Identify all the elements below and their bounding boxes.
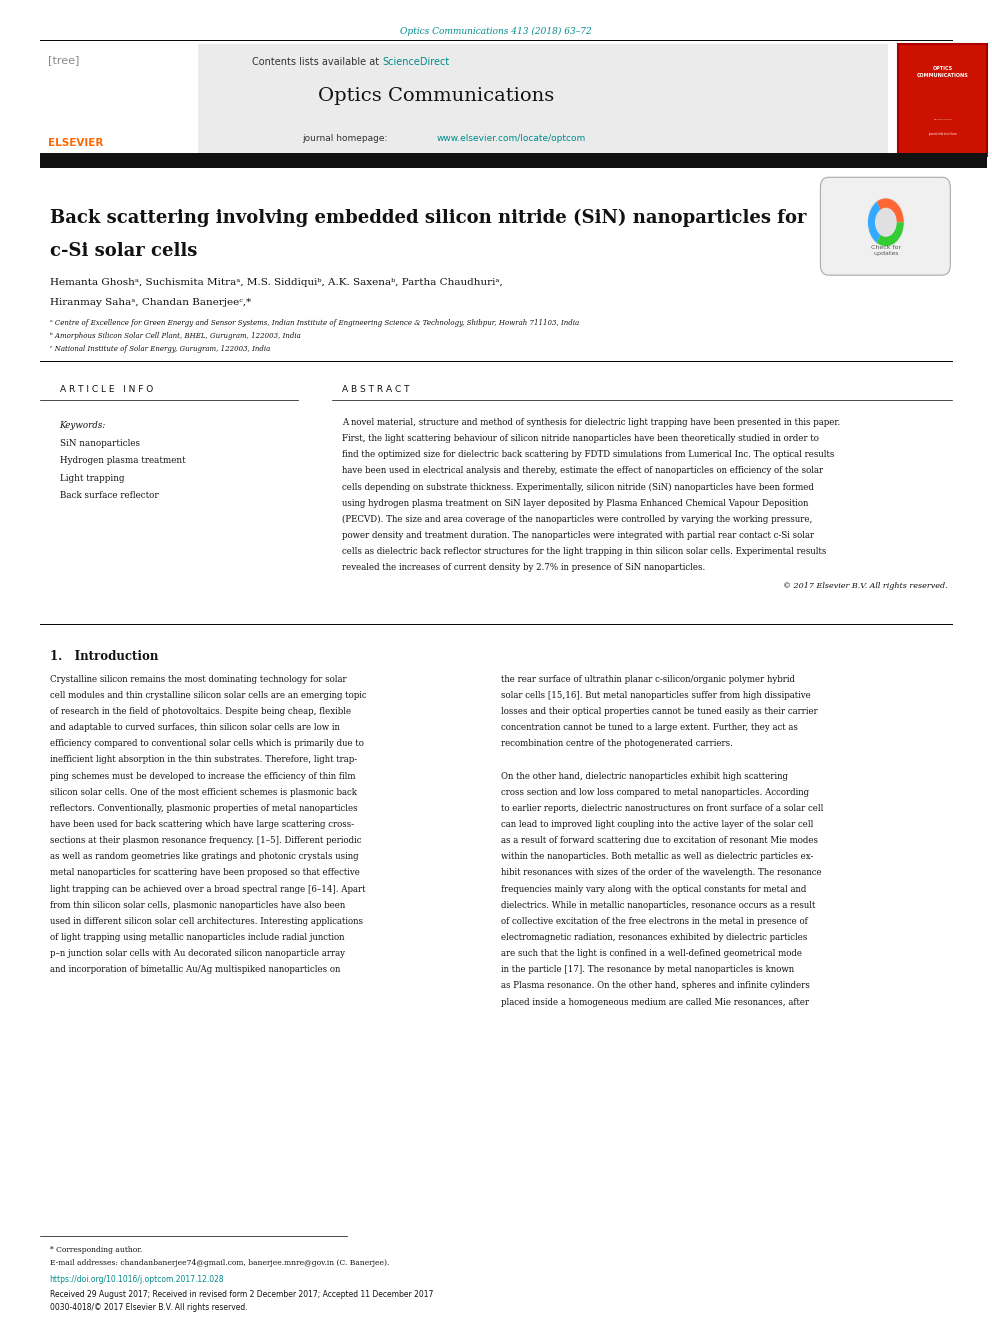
Text: p–n junction solar cells with Au decorated silicon nanoparticle array: p–n junction solar cells with Au decorat…: [50, 949, 344, 958]
Text: First, the light scattering behaviour of silicon nitride nanoparticles have been: First, the light scattering behaviour of…: [342, 434, 819, 443]
Wedge shape: [868, 201, 881, 243]
Text: light trapping can be achieved over a broad spectral range [6–14]. Apart: light trapping can be achieved over a br…: [50, 885, 365, 893]
Text: Hiranmay Sahaᵃ, Chandan Banerjeeᶜ,*: Hiranmay Sahaᵃ, Chandan Banerjeeᶜ,*: [50, 298, 251, 307]
Text: reflectors. Conventionally, plasmonic properties of metal nanoparticles: reflectors. Conventionally, plasmonic pr…: [50, 804, 357, 812]
Text: from thin silicon solar cells, plasmonic nanoparticles have also been: from thin silicon solar cells, plasmonic…: [50, 901, 345, 910]
Text: and incorporation of bimetallic Au/Ag multispiked nanoparticles on: and incorporation of bimetallic Au/Ag mu…: [50, 966, 340, 974]
Text: Hydrogen plasma treatment: Hydrogen plasma treatment: [60, 456, 186, 466]
Text: Check for
updates: Check for updates: [871, 245, 901, 255]
Text: of research in the field of photovoltaics. Despite being cheap, flexible: of research in the field of photovoltaic…: [50, 706, 351, 716]
Text: power density and treatment duration. The nanoparticles were integrated with par: power density and treatment duration. Th…: [342, 531, 814, 540]
Text: ELSEVIER: ELSEVIER: [48, 138, 103, 148]
Text: ScienceDirect: ScienceDirect: [382, 57, 449, 67]
Text: to earlier reports, dielectric nanostructures on front surface of a solar cell: to earlier reports, dielectric nanostruc…: [501, 804, 823, 812]
Bar: [40, 153, 987, 168]
Text: are such that the light is confined in a well-defined geometrical mode: are such that the light is confined in a…: [501, 949, 802, 958]
Text: recombination centre of the photogenerated carriers.: recombination centre of the photogenerat…: [501, 740, 733, 749]
Text: silicon solar cells. One of the most efficient schemes is plasmonic back: silicon solar cells. One of the most eff…: [50, 787, 356, 796]
Text: cells as dielectric back reflector structures for the light trapping in thin sil: cells as dielectric back reflector struc…: [342, 548, 826, 556]
Bar: [40, 44, 888, 156]
Text: ᵃ Centre of Excellence for Green Energy and Sensor Systems, Indian Institute of : ᵃ Centre of Excellence for Green Energy …: [50, 319, 578, 327]
Text: Received 29 August 2017; Received in revised form 2 December 2017; Accepted 11 D: Received 29 August 2017; Received in rev…: [50, 1290, 433, 1299]
Text: electromagnetic radiation, resonances exhibited by dielectric particles: electromagnetic radiation, resonances ex…: [501, 933, 807, 942]
Text: sections at their plasmon resonance frequency. [1–5]. Different periodic: sections at their plasmon resonance freq…: [50, 836, 361, 845]
Bar: [40, 44, 198, 156]
Text: E-mail addresses: chandanbanerjee74@gmail.com, banerjee.mnre@gov.in (C. Banerjee: E-mail addresses: chandanbanerjee74@gmai…: [50, 1259, 389, 1267]
Text: within the nanoparticles. Both metallic as well as dielectric particles ex-: within the nanoparticles. Both metallic …: [501, 852, 813, 861]
Text: have been used for back scattering which have large scattering cross-: have been used for back scattering which…: [50, 820, 354, 830]
Text: concentration cannot be tuned to a large extent. Further, they act as: concentration cannot be tuned to a large…: [501, 724, 798, 732]
Text: hibit resonances with sizes of the order of the wavelength. The resonance: hibit resonances with sizes of the order…: [501, 868, 821, 877]
Text: ping schemes must be developed to increase the efficiency of thin film: ping schemes must be developed to increa…: [50, 771, 355, 781]
Text: ᶜ National Institute of Solar Energy, Gurugram, 122003, India: ᶜ National Institute of Solar Energy, Gu…: [50, 345, 270, 353]
Bar: [898, 44, 987, 156]
Text: (PECVD). The size and area coverage of the nanoparticles were controlled by vary: (PECVD). The size and area coverage of t…: [342, 515, 812, 524]
Text: c-Si solar cells: c-Si solar cells: [50, 242, 197, 261]
Text: Optics Communications: Optics Communications: [318, 87, 555, 106]
Text: A R T I C L E   I N F O: A R T I C L E I N F O: [60, 385, 153, 394]
Text: efficiency compared to conventional solar cells which is primarily due to: efficiency compared to conventional sola…: [50, 740, 363, 749]
Text: placed inside a homogeneous medium are called Mie resonances, after: placed inside a homogeneous medium are c…: [501, 998, 809, 1007]
Wedge shape: [877, 198, 904, 222]
Text: * Corresponding author.: * Corresponding author.: [50, 1246, 142, 1254]
Text: as a result of forward scattering due to excitation of resonant Mie modes: as a result of forward scattering due to…: [501, 836, 818, 845]
Text: as well as random geometries like gratings and photonic crystals using: as well as random geometries like gratin…: [50, 852, 358, 861]
Text: dielectrics. While in metallic nanoparticles, resonance occurs as a result: dielectrics. While in metallic nanoparti…: [501, 901, 815, 910]
Text: losses and their optical properties cannot be tuned easily as their carrier: losses and their optical properties cann…: [501, 706, 817, 716]
Text: of collective excitation of the free electrons in the metal in presence of: of collective excitation of the free ele…: [501, 917, 807, 926]
Text: © 2017 Elsevier B.V. All rights reserved.: © 2017 Elsevier B.V. All rights reserved…: [783, 582, 947, 590]
Text: metal nanoparticles for scattering have been proposed so that effective: metal nanoparticles for scattering have …: [50, 868, 359, 877]
Text: Keywords:: Keywords:: [60, 421, 106, 430]
Text: [tree]: [tree]: [48, 56, 79, 66]
Text: can lead to improved light coupling into the active layer of the solar cell: can lead to improved light coupling into…: [501, 820, 813, 830]
Text: inefficient light absorption in the thin substrates. Therefore, light trap-: inefficient light absorption in the thin…: [50, 755, 357, 765]
Text: A novel material, structure and method of synthesis for dielectric light trappin: A novel material, structure and method o…: [342, 418, 840, 427]
Text: the rear surface of ultrathin planar c-silicon/organic polymer hybrid: the rear surface of ultrathin planar c-s…: [501, 675, 795, 684]
Text: www.elsevier.com/locate/optcom: www.elsevier.com/locate/optcom: [436, 134, 585, 143]
Circle shape: [868, 198, 904, 246]
Text: Optics Communications 413 (2018) 63–72: Optics Communications 413 (2018) 63–72: [400, 26, 592, 36]
Text: frequencies mainly vary along with the optical constants for metal and: frequencies mainly vary along with the o…: [501, 885, 806, 893]
Text: ___________: ___________: [932, 116, 952, 120]
FancyBboxPatch shape: [820, 177, 950, 275]
Text: have been used in electrical analysis and thereby, estimate the effect of nanopa: have been used in electrical analysis an…: [342, 467, 823, 475]
Text: Light trapping: Light trapping: [60, 474, 124, 483]
Text: cells depending on substrate thickness. Experimentally, silicon nitride (SiN) na: cells depending on substrate thickness. …: [342, 483, 814, 492]
Wedge shape: [877, 222, 904, 246]
Text: 0030-4018/© 2017 Elsevier B.V. All rights reserved.: 0030-4018/© 2017 Elsevier B.V. All right…: [50, 1303, 247, 1312]
Text: On the other hand, dielectric nanoparticles exhibit high scattering: On the other hand, dielectric nanopartic…: [501, 771, 788, 781]
Text: A B S T R A C T: A B S T R A C T: [342, 385, 410, 394]
Text: used in different silicon solar cell architectures. Interesting applications: used in different silicon solar cell arc…: [50, 917, 363, 926]
Text: find the optimized size for dielectric back scattering by FDTD simulations from : find the optimized size for dielectric b…: [342, 450, 834, 459]
Text: ᵇ Amorphous Silicon Solar Cell Plant, BHEL, Gurugram, 122003, India: ᵇ Amorphous Silicon Solar Cell Plant, BH…: [50, 332, 301, 340]
Text: Back scattering involving embedded silicon nitride (SiN) nanoparticles for: Back scattering involving embedded silic…: [50, 209, 806, 228]
Text: Crystalline silicon remains the most dominating technology for solar: Crystalline silicon remains the most dom…: [50, 675, 346, 684]
Text: Hemanta Ghoshᵃ, Suchismita Mitraᵃ, M.S. Siddiquiᵇ, A.K. Saxenaᵇ, Partha Chaudhur: Hemanta Ghoshᵃ, Suchismita Mitraᵃ, M.S. …: [50, 278, 502, 287]
Text: revealed the increases of current density by 2.7% in presence of SiN nanoparticl: revealed the increases of current densit…: [342, 564, 705, 573]
Text: 1.   Introduction: 1. Introduction: [50, 650, 158, 663]
Text: SiN nanoparticles: SiN nanoparticles: [60, 439, 140, 448]
Text: as Plasma resonance. On the other hand, spheres and infinite cylinders: as Plasma resonance. On the other hand, …: [501, 982, 809, 991]
Text: journal homepage:: journal homepage:: [303, 134, 391, 143]
Text: https://doi.org/10.1016/j.optcom.2017.12.028: https://doi.org/10.1016/j.optcom.2017.12…: [50, 1275, 224, 1285]
Text: cross section and low loss compared to metal nanoparticles. According: cross section and low loss compared to m…: [501, 787, 809, 796]
Text: Back surface reflector: Back surface reflector: [60, 491, 158, 500]
Text: in the particle [17]. The resonance by metal nanoparticles is known: in the particle [17]. The resonance by m…: [501, 966, 794, 974]
Text: Contents lists available at: Contents lists available at: [252, 57, 382, 67]
Text: journal info text here: journal info text here: [928, 132, 957, 136]
Text: cell modules and thin crystalline silicon solar cells are an emerging topic: cell modules and thin crystalline silico…: [50, 691, 366, 700]
Text: and adaptable to curved surfaces, thin silicon solar cells are low in: and adaptable to curved surfaces, thin s…: [50, 724, 339, 732]
Text: OPTICS
COMMUNICATIONS: OPTICS COMMUNICATIONS: [917, 66, 968, 78]
Text: of light trapping using metallic nanoparticles include radial junction: of light trapping using metallic nanopar…: [50, 933, 344, 942]
Text: using hydrogen plasma treatment on SiN layer deposited by Plasma Enhanced Chemic: using hydrogen plasma treatment on SiN l…: [342, 499, 808, 508]
Text: solar cells [15,16]. But metal nanoparticles suffer from high dissipative: solar cells [15,16]. But metal nanoparti…: [501, 691, 810, 700]
